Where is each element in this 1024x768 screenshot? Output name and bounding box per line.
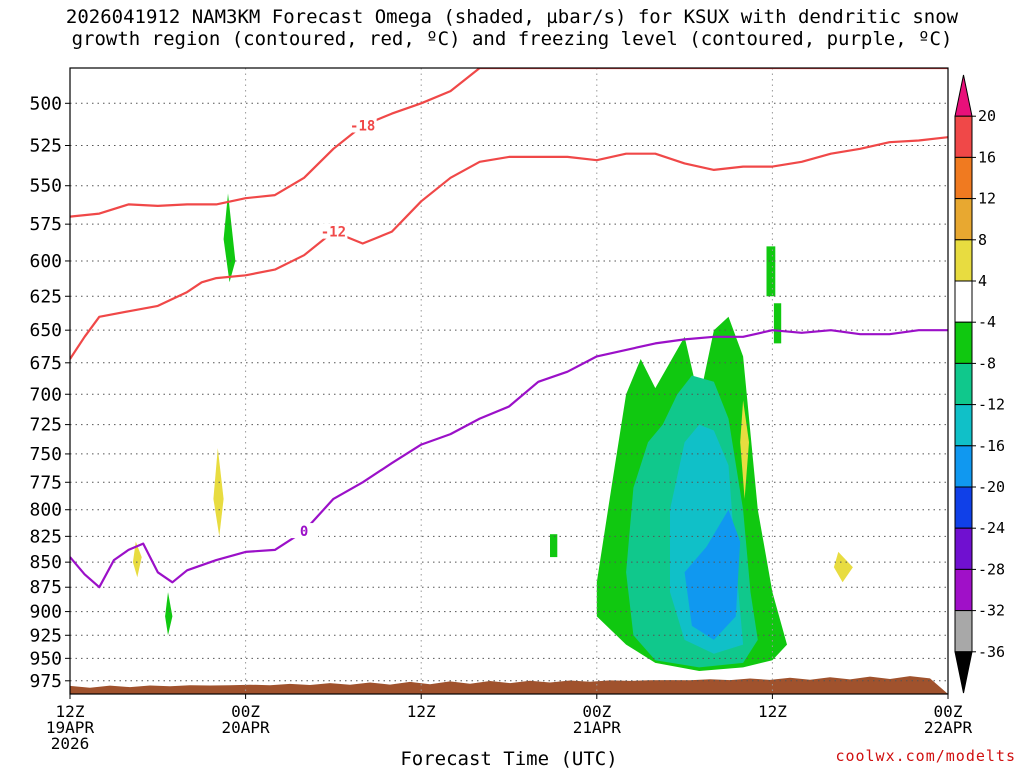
colorbar-label-5: -4 bbox=[978, 313, 996, 331]
colorbar-label-11: -28 bbox=[978, 560, 1005, 578]
colorbar-swatch-9 bbox=[954, 445, 973, 488]
contour-label-1: -12 bbox=[321, 225, 346, 241]
x-axis-label: Forecast Time (UTC) bbox=[400, 748, 617, 768]
ytick-label-500: 500 bbox=[29, 93, 62, 114]
ytick-label-950: 950 bbox=[29, 648, 62, 669]
colorbar-label-12: -32 bbox=[978, 602, 1005, 620]
ytick-label-750: 750 bbox=[29, 444, 62, 465]
colorbar-label-7: -12 bbox=[978, 396, 1005, 414]
xtick-label-36-1: 21APR bbox=[573, 718, 622, 737]
contour-line-1 bbox=[70, 136, 948, 360]
ytick-label-675: 675 bbox=[29, 353, 62, 374]
contour-lines: -18 -12 0 bbox=[70, 68, 948, 589]
ytick-label-625: 625 bbox=[29, 286, 62, 307]
colorbar-label-8: -16 bbox=[978, 437, 1005, 455]
omega-region-11 bbox=[833, 551, 853, 583]
contour-line-2 bbox=[70, 329, 948, 589]
colorbar-swatch-11 bbox=[954, 527, 973, 570]
ytick-label-700: 700 bbox=[29, 384, 62, 405]
contour-label-2: 0 bbox=[300, 524, 308, 540]
xtick-label-0-2: 2026 bbox=[51, 734, 90, 753]
colorbar-swatch-4 bbox=[954, 239, 973, 282]
omega-region-3 bbox=[684, 509, 741, 640]
ytick-label-850: 850 bbox=[29, 552, 62, 573]
ytick-label-900: 900 bbox=[29, 602, 62, 623]
colorbar-swatch-10 bbox=[954, 486, 973, 529]
colorbar-label-4: 4 bbox=[978, 272, 987, 290]
xtick-label-24-0: 12Z bbox=[407, 702, 436, 721]
grid-lines bbox=[69, 68, 949, 694]
ytick-label-550: 550 bbox=[29, 176, 62, 197]
contour-line-0 bbox=[70, 68, 948, 218]
ytick-label-775: 775 bbox=[29, 472, 62, 493]
colorbar-swatch-8 bbox=[954, 404, 973, 447]
terrain-layer bbox=[70, 676, 948, 694]
omega-region-6 bbox=[550, 534, 558, 558]
contour-label-bg-0 bbox=[348, 117, 377, 133]
ytick-label-800: 800 bbox=[29, 500, 62, 521]
ytick-label-525: 525 bbox=[29, 135, 62, 156]
colorbar-top-arrow bbox=[954, 74, 973, 117]
omega-shading bbox=[132, 193, 853, 671]
colorbar-label-9: -20 bbox=[978, 478, 1005, 496]
colorbar-label-3: 8 bbox=[978, 231, 987, 249]
ytick-label-600: 600 bbox=[29, 251, 62, 272]
colorbar-label-1: 16 bbox=[978, 148, 996, 166]
ytick-label-975: 975 bbox=[29, 671, 62, 692]
omega-region-9 bbox=[213, 448, 224, 537]
xtick-label-0-0: 12Z bbox=[56, 702, 85, 721]
xtick-label-0-1: 19APR bbox=[46, 718, 95, 737]
colorbar-swatch-13 bbox=[954, 610, 973, 653]
xtick-label-48-0: 12Z bbox=[758, 702, 787, 721]
ytick-label-925: 925 bbox=[29, 625, 62, 646]
terrain-fill bbox=[70, 676, 948, 694]
contour-label-bg-1 bbox=[319, 223, 348, 239]
colorbar-label-10: -24 bbox=[978, 519, 1005, 537]
xtick-label-12-0: 00Z bbox=[231, 702, 260, 721]
ytick-label-575: 575 bbox=[29, 214, 62, 235]
ytick-label-725: 725 bbox=[29, 415, 62, 436]
colorbar-label-2: 12 bbox=[978, 190, 996, 208]
omega-region-8 bbox=[773, 303, 782, 344]
contour-label-0: -18 bbox=[350, 118, 375, 134]
omega-region-10 bbox=[132, 541, 142, 578]
colorbar: 20 16 12 8 4 -4 -8 -12 -16 -20 -24 -28 -32 -36 bbox=[954, 74, 1005, 694]
pressure-axis: 500 525 550 575 600 625 650 675 700 725 750 775 800 8… bbox=[29, 93, 70, 692]
colorbar-swatch-12 bbox=[954, 568, 973, 612]
ytick-label-825: 825 bbox=[29, 526, 62, 547]
colorbar-label-6: -8 bbox=[978, 354, 996, 372]
ytick-label-875: 875 bbox=[29, 577, 62, 598]
colorbar-bottom-arrow bbox=[954, 651, 973, 694]
colorbar-label-0: 20 bbox=[978, 107, 996, 125]
xtick-label-36-0: 00Z bbox=[582, 702, 611, 721]
xtick-label-60-1: 22APR bbox=[924, 718, 973, 737]
colorbar-swatch-5 bbox=[954, 280, 973, 323]
colorbar-swatch-3 bbox=[954, 198, 973, 241]
colorbar-swatch-6 bbox=[954, 321, 973, 364]
xtick-label-60-0: 00Z bbox=[934, 702, 963, 721]
credit-text: coolwx.com/modelts bbox=[835, 747, 1016, 765]
ytick-label-650: 650 bbox=[29, 320, 62, 341]
xtick-label-12-1: 20APR bbox=[222, 718, 271, 737]
colorbar-swatch-7 bbox=[954, 362, 973, 406]
colorbar-label-13: -36 bbox=[978, 643, 1005, 661]
plot-frame bbox=[69, 67, 949, 695]
omega-region-5 bbox=[165, 592, 173, 636]
chart-title-line1: 2026041912 NAM3KM Forecast Omega (shaded… bbox=[65, 6, 959, 28]
colorbar-swatch-1 bbox=[954, 115, 973, 158]
contour-label-bg-2 bbox=[290, 523, 319, 539]
omega-region-4 bbox=[223, 193, 236, 283]
chart-title-line2: growth region (contoured, red, ºC) and f… bbox=[71, 28, 953, 50]
omega-region-7 bbox=[766, 246, 776, 297]
colorbar-swatch-2 bbox=[954, 156, 973, 200]
